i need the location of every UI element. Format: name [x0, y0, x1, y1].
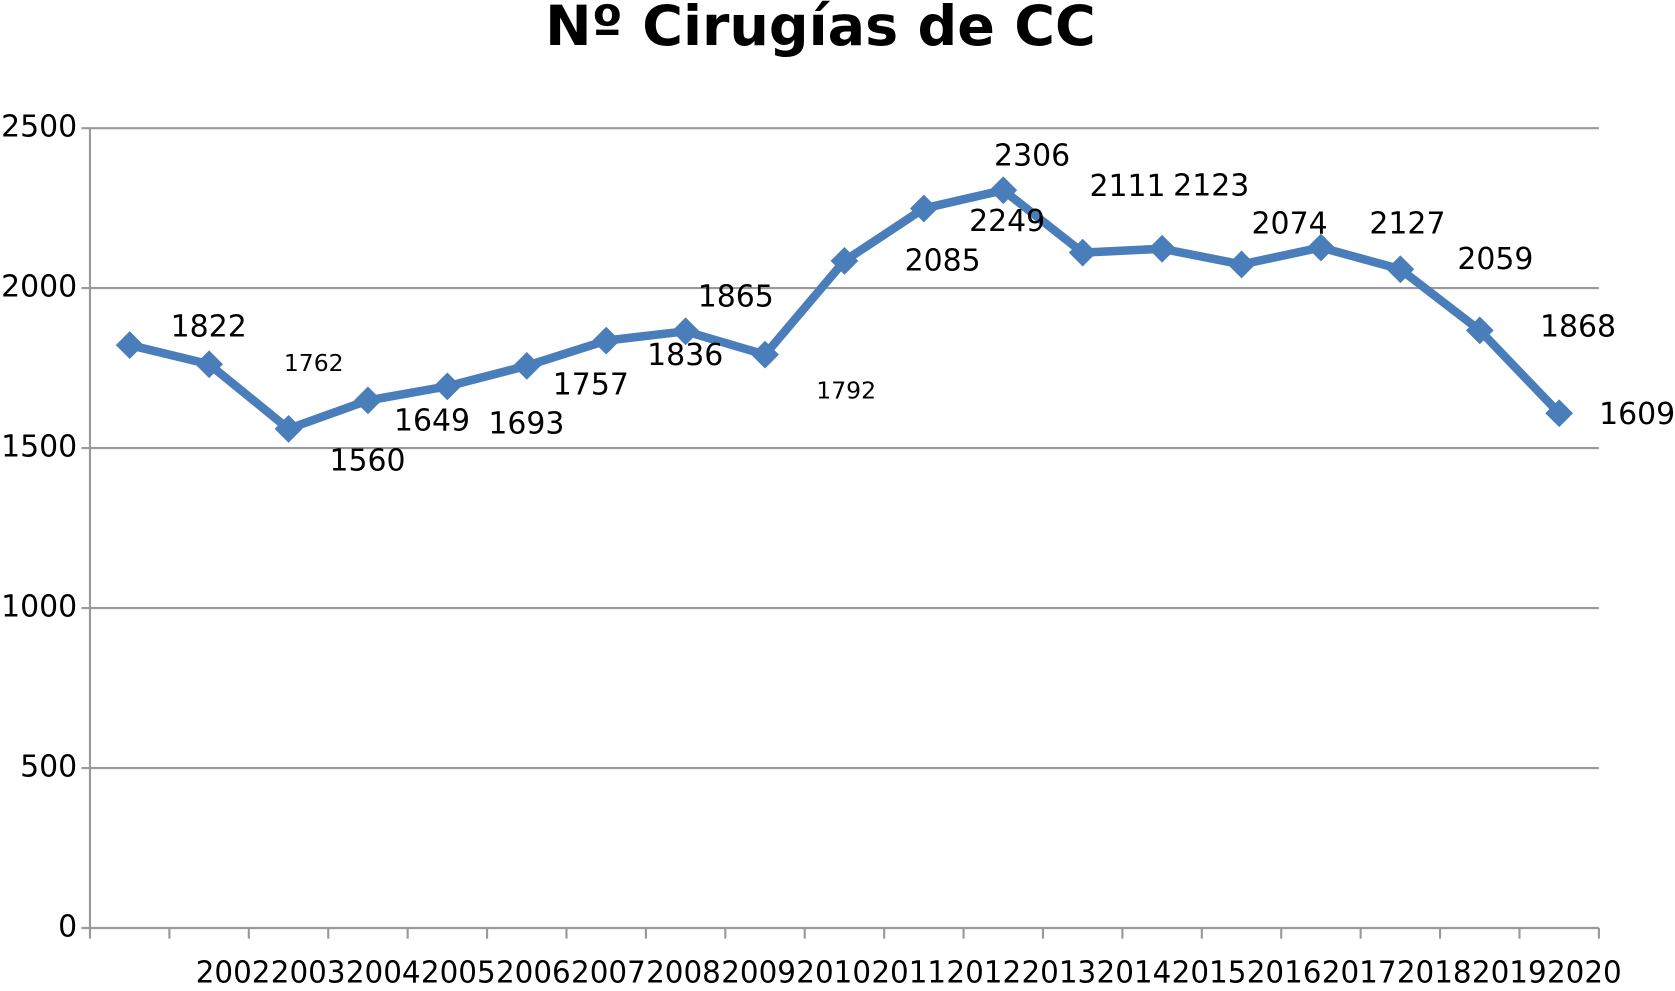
x-tick-label: 2005: [421, 955, 496, 990]
marker: [830, 247, 859, 275]
x-tick-label: 2019: [1472, 955, 1547, 990]
x-tick-label: 2014: [1097, 955, 1172, 990]
x-tick-label: 2020: [1547, 955, 1622, 990]
marker: [671, 317, 700, 346]
x-tick-label: 2008: [646, 955, 721, 990]
marker: [433, 372, 462, 401]
marker: [592, 326, 621, 355]
x-tick-label: 2010: [796, 955, 871, 990]
data-label: 2127: [1369, 207, 1445, 242]
marker: [354, 386, 382, 415]
data-label: 2249: [969, 204, 1045, 239]
data-label: 1560: [330, 443, 406, 478]
data-label: 1792: [816, 377, 876, 405]
x-tick-label: 2012: [946, 955, 1021, 990]
data-label: 2111: [1090, 169, 1166, 204]
x-tick-label: 2017: [1322, 955, 1397, 990]
x-tick-label: 2004: [346, 955, 421, 990]
x-tick-label: 2016: [1247, 955, 1322, 990]
data-label: 2074: [1252, 206, 1328, 241]
x-tick-label: 2009: [721, 955, 796, 990]
data-label: 1822: [171, 309, 247, 344]
marker: [1227, 250, 1256, 279]
y-tick-label: 1500: [1, 430, 77, 465]
data-label: 2306: [994, 139, 1070, 174]
marker: [115, 331, 144, 359]
x-tick-label: 2003: [271, 955, 346, 990]
y-tick-label: 2500: [1, 110, 77, 145]
x-tick-label: 2013: [1021, 955, 1096, 990]
x-tick-label: 2007: [571, 955, 646, 990]
x-tick-label: 2011: [871, 955, 946, 990]
data-label: 1868: [1540, 310, 1616, 345]
y-tick-label: 2000: [1, 270, 77, 305]
data-label: 2059: [1457, 242, 1533, 277]
y-tick-label: 500: [20, 750, 77, 785]
x-tick-label: 2015: [1172, 955, 1247, 990]
marker: [512, 351, 541, 380]
x-tick-label: 2006: [496, 955, 571, 990]
x-tick-label: 2002: [196, 955, 271, 990]
marker: [751, 340, 779, 369]
data-label: 2123: [1173, 168, 1249, 203]
data-label: 1649: [394, 403, 470, 438]
x-tick-label: 2018: [1397, 955, 1472, 990]
data-label: 1762: [284, 349, 344, 377]
marker: [989, 176, 1018, 205]
marker: [1068, 238, 1097, 267]
y-tick-label: 0: [58, 909, 77, 944]
data-label: 1693: [488, 406, 564, 441]
data-label: 1865: [698, 280, 774, 315]
marker: [1545, 399, 1574, 428]
data-label: 2085: [905, 243, 981, 278]
chart-title: Nº Cirugías de CC: [545, 0, 1096, 59]
data-label: 1757: [553, 368, 629, 403]
y-tick-label: 1000: [1, 590, 77, 625]
data-label: 1609: [1599, 397, 1675, 432]
marker: [1148, 234, 1176, 263]
